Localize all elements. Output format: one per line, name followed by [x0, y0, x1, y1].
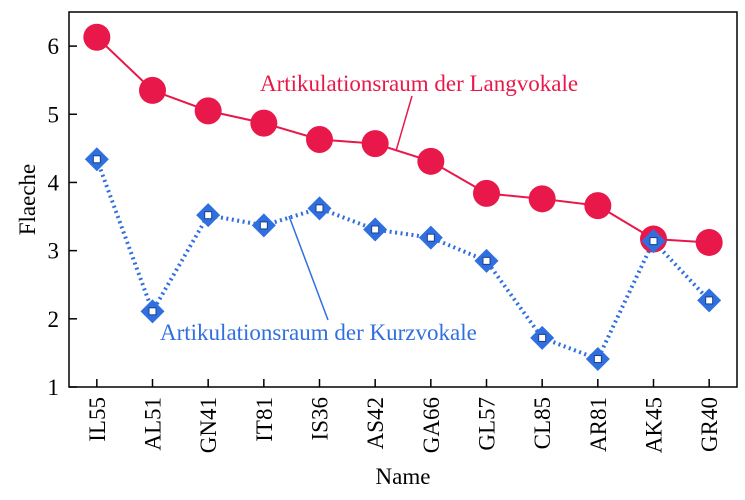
- data-point-lang: [361, 130, 389, 158]
- data-point-lang: [139, 76, 166, 104]
- x-tick-label: AS42: [363, 397, 388, 449]
- x-tick-label: GR40: [697, 397, 722, 452]
- x-tick-label: CL85: [530, 397, 555, 449]
- data-point-lang: [417, 147, 445, 175]
- y-tick-label: 5: [48, 102, 60, 127]
- x-tick-label: AL51: [141, 397, 166, 451]
- data-point-lang: [250, 109, 278, 137]
- x-tick-label: IS36: [308, 397, 333, 440]
- data-point-kurz-center: [593, 355, 602, 364]
- y-axis-title: Flaeche: [15, 164, 40, 236]
- data-point-lang: [528, 185, 556, 213]
- data-point-kurz-center: [538, 333, 547, 342]
- annotation-leaders: [288, 95, 413, 321]
- data-point-kurz-center: [92, 155, 101, 164]
- annotation-langvokale: Artikulationsraum der Langvokale: [260, 71, 578, 96]
- data-series: [83, 23, 723, 372]
- x-tick-label: AK45: [642, 397, 667, 453]
- y-tick-label: 4: [48, 170, 60, 195]
- x-tick-label: IL55: [85, 397, 110, 442]
- data-point-kurz-center: [426, 233, 435, 242]
- series-line-kurz: [94, 158, 711, 362]
- data-point-kurz-center: [315, 204, 324, 213]
- x-axis-title: Name: [376, 464, 431, 489]
- data-point-kurz-center: [148, 307, 157, 316]
- data-point-lang: [584, 192, 612, 220]
- data-point-kurz-center: [204, 211, 213, 220]
- annotation-kurzvokale: Artikulationsraum der Kurzvokale: [160, 320, 477, 345]
- plot-frame: [68, 11, 738, 388]
- data-point-kurz-center: [705, 296, 714, 305]
- data-point-kurz-center: [259, 221, 268, 230]
- data-point-kurz-center: [371, 225, 380, 234]
- x-tick-label: GN41: [196, 397, 221, 453]
- x-tick-label: IT81: [252, 397, 277, 442]
- series-line-lang: [96, 36, 710, 244]
- x-tick-label: AR81: [586, 397, 611, 452]
- y-axis: 1 2 3 4 5 6: [48, 34, 77, 400]
- data-point-lang: [473, 179, 500, 207]
- annotation-leader-lang: [395, 95, 413, 152]
- x-tick-label: GL57: [475, 397, 500, 451]
- y-tick-label: 6: [48, 34, 60, 59]
- data-point-lang: [695, 228, 723, 256]
- data-point-lang: [306, 126, 333, 153]
- x-tick-label: GA66: [419, 397, 444, 453]
- y-tick-label: 3: [48, 239, 60, 264]
- y-tick-label: 2: [48, 307, 60, 332]
- x-axis: IL55 AL51 GN41 IT81 IS36 AS42 GA66 GL57 CL85 AR81…: [85, 379, 722, 453]
- data-point-lang: [83, 23, 111, 51]
- data-point-lang: [194, 97, 222, 125]
- annotation-leader-kurz: [288, 215, 329, 321]
- y-tick-label: 1: [48, 375, 60, 400]
- data-point-kurz-center: [649, 237, 658, 246]
- data-point-kurz-center: [482, 256, 491, 265]
